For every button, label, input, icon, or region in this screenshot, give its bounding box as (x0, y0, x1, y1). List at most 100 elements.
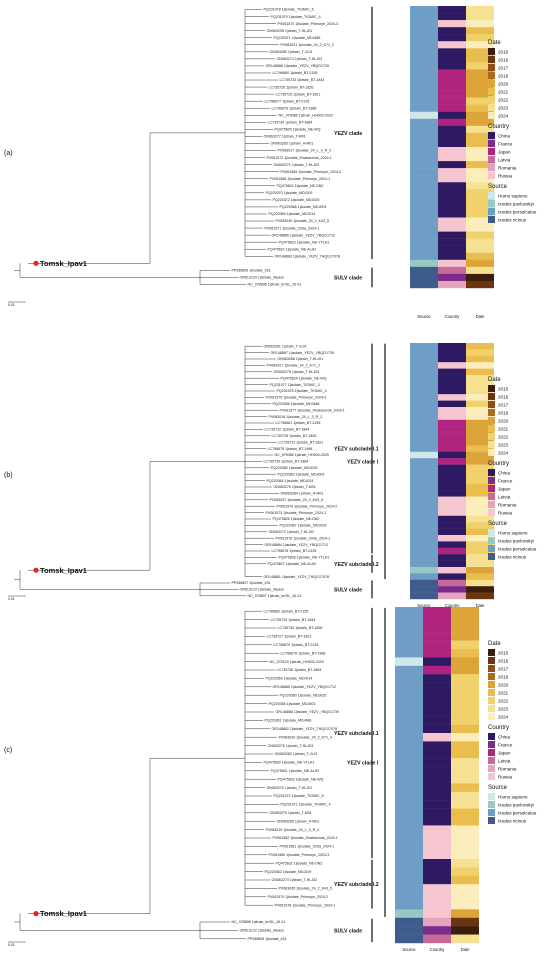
heatmap-cell (466, 355, 494, 363)
panel-a: PQ231078 1|isolate_TIGMIC_5 PQ231079 1|is… (4, 6, 537, 319)
scale-label: 0.01 (8, 943, 15, 947)
tip-label: PV061581 1|isolate_Chita_2024-1 (280, 845, 335, 849)
heatmap-cell (410, 579, 438, 587)
heatmap-cell (438, 547, 466, 555)
heatmap-cell (466, 132, 494, 141)
heatmap-cell (423, 917, 451, 927)
tip-label: LC796677 1|strain_BT-2135 (265, 99, 310, 103)
heatmap-cell (466, 439, 494, 446)
heatmap-cell (423, 926, 451, 935)
heatmap-cell (451, 791, 479, 801)
tip-label: PV083015 1|isolate_24_L_3_R_4 (266, 828, 320, 832)
heatmap-cell (438, 175, 466, 183)
tip-label: ON063281 1|strain_T-JL01 (264, 344, 307, 348)
heatmap-cell (410, 266, 438, 275)
tip-label-tomsk: Tomsk_Ipav1 (40, 259, 87, 268)
heatmap-cell (438, 560, 466, 568)
heatmap-cell (438, 419, 466, 427)
tip-label: LC735733 1|strain_BT-1844 (271, 618, 316, 622)
heatmap-cell (423, 733, 451, 742)
heatmap-cell (410, 62, 438, 70)
legend-item: 2020 (498, 418, 509, 423)
heatmap-cell (451, 758, 479, 767)
heatmap-cell (466, 477, 494, 484)
heatmap-cell (438, 381, 466, 388)
heatmap-cell (410, 560, 438, 568)
legend-swatch (488, 509, 495, 516)
heatmap-cell (438, 426, 466, 433)
heatmap-cell (438, 6, 466, 14)
heatmap-cell (451, 607, 479, 616)
legend-item: Romania (498, 165, 517, 170)
legend-item: France (498, 141, 513, 146)
tip-label: PQ475633 1|isolate_NE-WQ (278, 777, 324, 781)
heatmap-cell (438, 252, 466, 260)
heatmap-cell (410, 464, 438, 472)
heatmap-cell (423, 934, 451, 944)
tip-label: LC796675 1|strain_BT-1968 (268, 447, 313, 451)
tip-label: PP266808 1|isolate_b31 (248, 937, 287, 941)
heatmap-cell (451, 825, 479, 834)
tip-label: PQ220360 1|isolate_MDJ025 (280, 693, 327, 697)
tip-label: LC735732 1|strain_BT-1844 (265, 428, 310, 432)
heatmap-cell (451, 892, 479, 902)
tip-label: PV061573 1|isolate_Primorye_2024-1 (266, 511, 327, 515)
panel-label: (c) (4, 747, 12, 754)
tomsk-marker (33, 567, 39, 573)
heatmap-cell (466, 573, 494, 580)
heatmap-cell (466, 34, 494, 42)
heatmap-cell (395, 775, 423, 784)
heatmap-cell (466, 245, 494, 253)
clade-label: YEZV subclade I.1 (334, 731, 379, 737)
legend-item: Russia (498, 774, 512, 779)
tip-label: OR148883 1|isolate_YEZV_THQG17078 (275, 254, 340, 258)
heatmap-cell (410, 471, 438, 478)
heatmap-cell (438, 69, 466, 77)
heatmap-cell (423, 867, 451, 876)
heatmap-cell (438, 349, 466, 356)
heatmap-cell (466, 349, 494, 356)
heatmap-cell (466, 13, 494, 21)
heatmap-cell (466, 6, 494, 14)
heatmap-cell (466, 76, 494, 84)
clade-label: YEZV subclade I.2 (334, 882, 379, 888)
heatmap-cell (451, 783, 479, 792)
tip-label: PQ231079 1|isolate_TIGMIC_4 (271, 15, 321, 19)
heatmap-cell (451, 682, 479, 692)
tip-label: PV061578 1|isolate_Primorye_2024-1 (275, 903, 336, 907)
heatmap-cell (466, 535, 494, 542)
heatmap-cell (438, 231, 466, 239)
tip-label: PV083021 1|isolate_24_2_K71_2 (267, 364, 321, 368)
legend-title: Country (488, 124, 509, 130)
heatmap-cell (395, 607, 423, 616)
legend-item: Ixodes ricinus (498, 217, 527, 222)
tip-label: PQ231077 1|isolate_TIGMIC_3 (270, 383, 320, 387)
heatmap-cell (466, 471, 494, 478)
heatmap-cell (451, 649, 479, 658)
heatmap-cell (466, 118, 494, 127)
heatmap-cell (423, 749, 451, 759)
heatmap-cell (438, 182, 466, 190)
legend-item: Latvia (498, 494, 511, 499)
heatmap-cell (438, 592, 466, 600)
heatmap-cell (466, 147, 494, 155)
legend-swatch (488, 132, 495, 139)
tip-label: LC735725 1|strain_BT-1821 (276, 92, 321, 96)
heatmap-cell (466, 196, 494, 204)
heatmap-cell (410, 34, 438, 42)
heatmap-cell (451, 707, 479, 717)
legend-item: China (498, 734, 510, 739)
heatmap-cell (466, 413, 494, 420)
tip-label: OR148886 1|isolate_YEZV_YBQG1739 (266, 64, 329, 68)
heatmap-cell (410, 490, 438, 497)
panel-label: (a) (4, 150, 13, 157)
heatmap-cell (451, 808, 479, 818)
heatmap-cell (410, 547, 438, 555)
heatmap-cell (410, 111, 438, 119)
legend-item: 2021 (498, 426, 509, 431)
tip-label: PV061571 1|isolate_Chita_2024-1 (265, 226, 320, 230)
tip-label: PQ475624 1|isolate_NE-WQ (281, 376, 327, 380)
heatmap-cell (410, 231, 438, 239)
tip-label: PV061577 1|isolate_Khabarovsk_2024-1 (280, 408, 345, 412)
